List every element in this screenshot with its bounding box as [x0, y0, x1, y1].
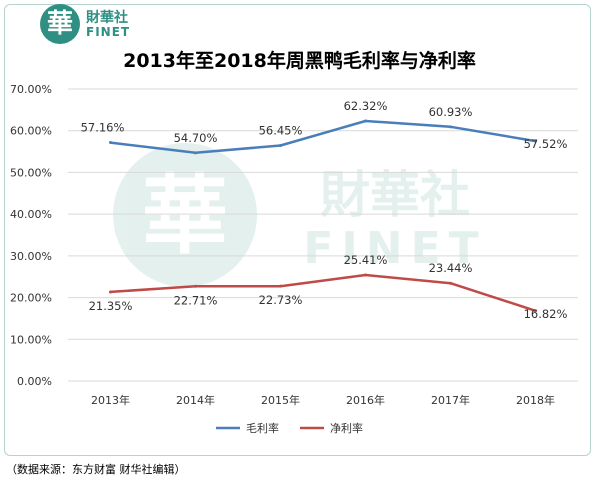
data-point [534, 309, 537, 313]
y-tick-label: 40.00% [10, 208, 52, 221]
line-chart: 華 財華社 FINET 0.00% 10.00% 20.00% 30.00% 40.00… [10, 83, 578, 435]
data-point [279, 144, 282, 148]
legend: 毛利率 净利率 [216, 421, 363, 435]
chart-title: 2013年至2018年周黑鸭毛利率与净利率 [123, 50, 476, 72]
data-label: 57.52% [524, 137, 568, 151]
data-point [194, 151, 197, 155]
data-label: 57.16% [81, 121, 125, 135]
data-label: 23.44% [429, 261, 473, 275]
y-tick-label: 50.00% [10, 166, 52, 179]
y-tick-label: 10.00% [10, 333, 52, 346]
x-tick-label: 2017年 [431, 393, 470, 407]
data-point [364, 119, 367, 123]
data-point [534, 139, 537, 143]
x-tick-label: 2013年 [91, 393, 130, 407]
legend-label: 毛利率 [246, 421, 279, 435]
x-axis: 2013年 2014年 2015年 2016年 2017年 2018年 [91, 393, 555, 407]
y-tick-label: 60.00% [10, 125, 52, 138]
series-line-1 [110, 273, 536, 312]
data-point [279, 284, 282, 288]
x-tick-label: 2016年 [346, 393, 385, 407]
data-point [194, 284, 197, 288]
watermark-name-en: FINET [303, 223, 486, 274]
x-tick-label: 2015年 [261, 393, 300, 407]
logo-seal-icon: 華 [40, 4, 80, 44]
series-line-0 [110, 119, 536, 155]
series-lines [109, 119, 537, 313]
source-note: （数据来源：东方财富 财华社编辑） [6, 463, 186, 476]
data-label: 16.82% [524, 307, 568, 321]
y-tick-label: 20.00% [10, 292, 52, 305]
data-point [449, 125, 452, 129]
x-tick-label: 2018年 [516, 393, 555, 407]
data-label: 21.35% [89, 299, 133, 313]
data-point [109, 141, 112, 145]
data-point [364, 273, 367, 277]
watermark-seal-text: 華 [142, 166, 228, 266]
data-label: 62.32% [344, 99, 388, 113]
data-label: 22.71% [174, 293, 218, 307]
logo-name-cn: 財華社 [86, 10, 128, 26]
logo-name-en: FINET [86, 25, 131, 39]
data-labels: 57.16% 54.70% 56.45% 62.32% 60.93% 57.52% 21.3… [81, 99, 568, 321]
data-label: 60.93% [429, 105, 473, 119]
y-tick-label: 0.00% [17, 375, 52, 388]
y-tick-label: 30.00% [10, 250, 52, 263]
watermark-seal-icon [113, 143, 257, 287]
watermark-name-cn: 財華社 [320, 166, 470, 224]
legend-label: 净利率 [330, 421, 363, 435]
data-label: 56.45% [259, 124, 303, 138]
x-tick-label: 2014年 [176, 393, 215, 407]
data-label: 25.41% [344, 253, 388, 267]
y-tick-label: 70.00% [10, 83, 52, 96]
data-point [449, 281, 452, 285]
data-label: 54.70% [174, 131, 218, 145]
data-label: 22.73% [259, 293, 303, 307]
y-axis: 0.00% 10.00% 20.00% 30.00% 40.00% 50.00% 60.00… [10, 83, 52, 388]
data-point [109, 290, 112, 294]
